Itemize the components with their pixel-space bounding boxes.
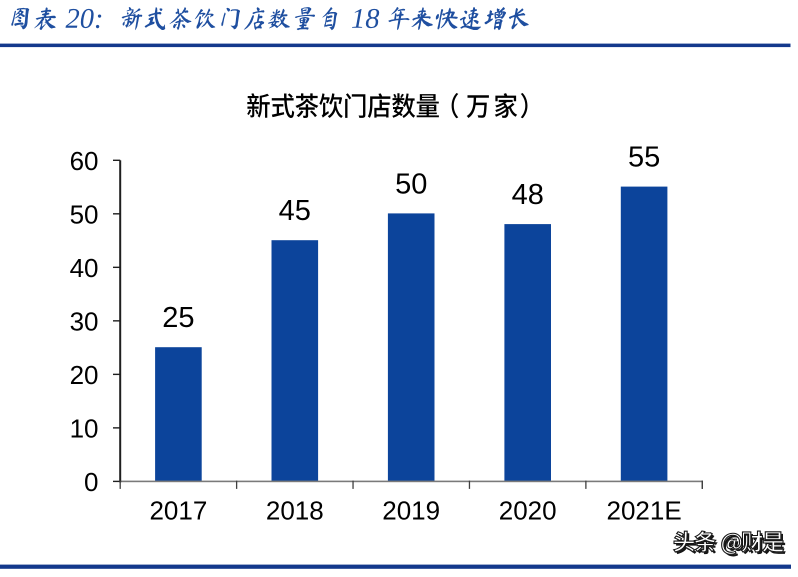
- svg-text:55: 55: [628, 142, 660, 174]
- svg-text:2017: 2017: [149, 496, 207, 526]
- svg-text:2018: 2018: [266, 496, 324, 526]
- svg-text:10: 10: [70, 413, 99, 443]
- svg-text:60: 60: [70, 146, 99, 176]
- svg-text:40: 40: [70, 253, 99, 283]
- svg-text:20: 20: [70, 360, 99, 390]
- svg-text:2019: 2019: [382, 496, 440, 526]
- svg-text:45: 45: [279, 195, 311, 227]
- svg-text:50: 50: [395, 168, 427, 200]
- svg-text:2021E: 2021E: [607, 496, 682, 526]
- svg-text:30: 30: [70, 306, 99, 336]
- svg-text:25: 25: [162, 302, 194, 334]
- svg-text:0: 0: [84, 467, 98, 497]
- svg-text:48: 48: [512, 179, 544, 211]
- svg-text:2020: 2020: [499, 496, 557, 526]
- svg-text:50: 50: [70, 199, 99, 229]
